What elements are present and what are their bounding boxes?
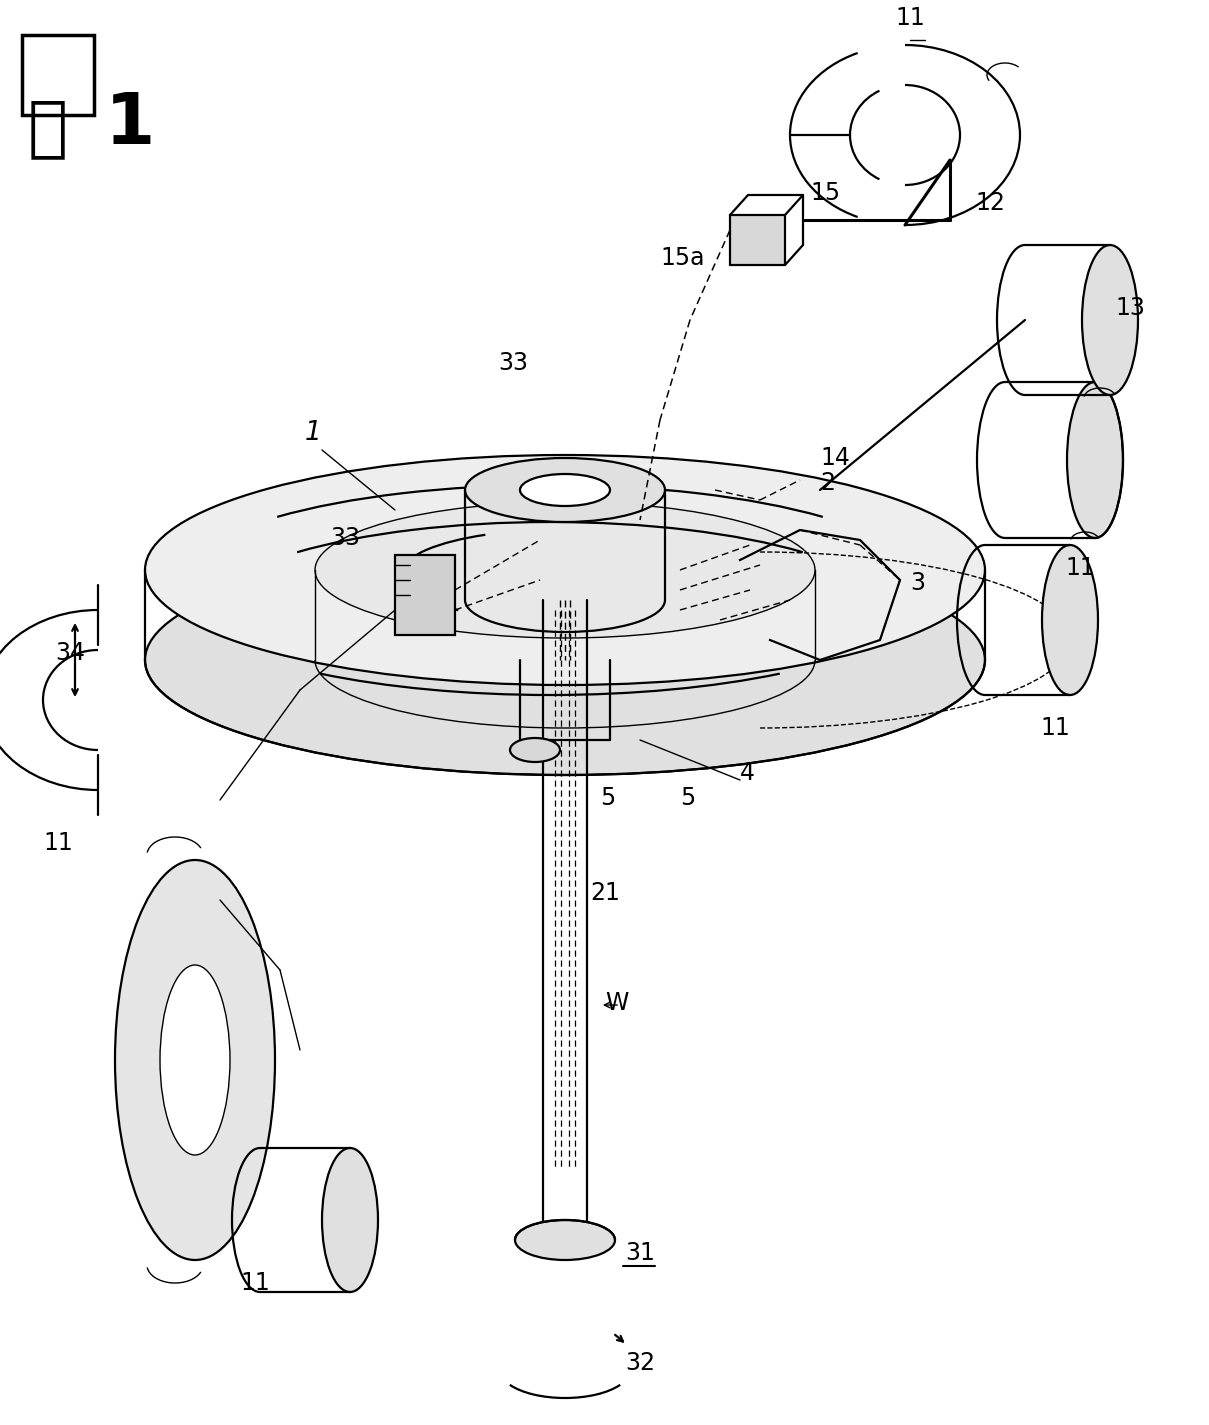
Bar xyxy=(22,36,94,115)
Ellipse shape xyxy=(322,1149,378,1292)
Bar xyxy=(730,215,785,265)
Ellipse shape xyxy=(465,457,665,522)
Ellipse shape xyxy=(160,965,230,1156)
Bar xyxy=(395,554,455,636)
Text: 34: 34 xyxy=(54,641,85,665)
Text: 4: 4 xyxy=(740,761,754,785)
Ellipse shape xyxy=(316,502,815,638)
Ellipse shape xyxy=(515,1220,615,1260)
Text: W: W xyxy=(604,990,629,1015)
Text: 1: 1 xyxy=(305,420,322,446)
Text: 图: 图 xyxy=(28,95,68,161)
Ellipse shape xyxy=(1082,245,1138,395)
Text: 11: 11 xyxy=(1065,556,1095,580)
Text: 11: 11 xyxy=(1040,715,1070,740)
Text: 1: 1 xyxy=(105,90,156,160)
Ellipse shape xyxy=(1068,382,1123,539)
Text: 33: 33 xyxy=(330,526,360,550)
Text: 12: 12 xyxy=(974,191,1005,215)
Text: 15: 15 xyxy=(810,181,840,205)
Text: 33: 33 xyxy=(498,351,528,375)
Text: 21: 21 xyxy=(590,881,620,905)
Text: 13: 13 xyxy=(1115,296,1145,321)
Text: 11: 11 xyxy=(44,831,73,855)
Ellipse shape xyxy=(145,455,985,685)
Text: 5: 5 xyxy=(679,787,695,809)
Ellipse shape xyxy=(520,475,611,506)
Text: 3: 3 xyxy=(910,571,925,596)
Text: 31: 31 xyxy=(625,1241,655,1265)
Text: 32: 32 xyxy=(625,1351,655,1375)
Ellipse shape xyxy=(115,861,274,1260)
Ellipse shape xyxy=(510,738,560,762)
Text: 2: 2 xyxy=(820,472,835,494)
Ellipse shape xyxy=(145,544,985,775)
Text: 14: 14 xyxy=(820,446,850,470)
Text: 15a: 15a xyxy=(660,247,705,269)
Text: 5: 5 xyxy=(600,787,615,809)
Ellipse shape xyxy=(1042,544,1098,695)
Text: 11: 11 xyxy=(241,1271,270,1295)
Text: 11: 11 xyxy=(895,6,925,30)
